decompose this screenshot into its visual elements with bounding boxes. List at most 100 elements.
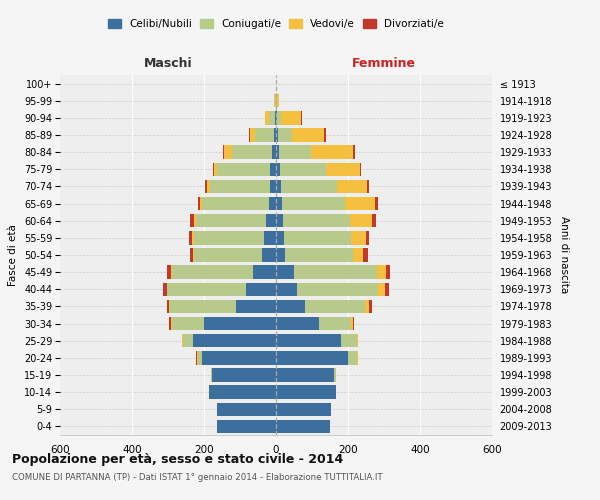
Bar bbox=[365, 231, 369, 244]
Bar bbox=[276, 334, 341, 347]
Bar bbox=[277, 111, 281, 124]
Bar bbox=[276, 162, 280, 176]
Bar bbox=[280, 162, 326, 176]
Bar bbox=[171, 317, 172, 330]
Bar bbox=[378, 282, 385, 296]
Bar bbox=[276, 214, 283, 228]
Bar bbox=[276, 351, 348, 364]
Bar bbox=[276, 368, 334, 382]
Bar bbox=[265, 231, 276, 244]
Bar bbox=[236, 300, 276, 313]
Bar bbox=[193, 248, 194, 262]
Bar bbox=[202, 197, 269, 210]
Bar bbox=[341, 334, 357, 347]
Bar bbox=[193, 231, 194, 244]
Bar bbox=[167, 300, 169, 313]
Bar bbox=[217, 162, 269, 176]
Bar bbox=[276, 300, 305, 313]
Bar bbox=[202, 351, 276, 364]
Bar bbox=[196, 351, 197, 364]
Y-axis label: Fasce di età: Fasce di età bbox=[8, 224, 19, 286]
Bar bbox=[266, 214, 276, 228]
Bar bbox=[365, 300, 369, 313]
Bar bbox=[194, 231, 265, 244]
Bar bbox=[348, 351, 357, 364]
Bar bbox=[377, 266, 386, 279]
Bar bbox=[350, 214, 372, 228]
Bar bbox=[311, 146, 353, 159]
Bar bbox=[205, 180, 207, 193]
Bar bbox=[278, 128, 292, 141]
Bar bbox=[272, 146, 276, 159]
Bar bbox=[247, 282, 276, 296]
Bar bbox=[196, 214, 266, 228]
Bar bbox=[253, 266, 276, 279]
Bar bbox=[386, 266, 390, 279]
Bar bbox=[167, 266, 171, 279]
Bar bbox=[171, 266, 172, 279]
Bar bbox=[214, 162, 217, 176]
Bar bbox=[276, 197, 283, 210]
Bar bbox=[275, 111, 276, 124]
Bar bbox=[353, 317, 355, 330]
Bar bbox=[193, 334, 276, 347]
Bar bbox=[353, 248, 364, 262]
Bar bbox=[353, 146, 355, 159]
Text: COMUNE DI PARTANNA (TP) - Dati ISTAT 1° gennaio 2014 - Elaborazione TUTTITALIA.I: COMUNE DI PARTANNA (TP) - Dati ISTAT 1° … bbox=[12, 472, 383, 482]
Bar bbox=[232, 146, 272, 159]
Bar bbox=[281, 111, 301, 124]
Bar bbox=[189, 231, 193, 244]
Bar bbox=[197, 351, 198, 364]
Bar bbox=[197, 197, 200, 210]
Bar bbox=[305, 300, 365, 313]
Bar bbox=[276, 420, 330, 433]
Bar bbox=[183, 334, 193, 347]
Bar bbox=[182, 334, 183, 347]
Bar bbox=[292, 128, 324, 141]
Bar bbox=[269, 111, 275, 124]
Bar bbox=[167, 282, 247, 296]
Bar bbox=[169, 300, 170, 313]
Bar bbox=[375, 197, 378, 210]
Bar bbox=[269, 180, 276, 193]
Bar bbox=[198, 351, 202, 364]
Bar bbox=[207, 180, 210, 193]
Bar bbox=[210, 180, 269, 193]
Bar bbox=[350, 231, 365, 244]
Bar bbox=[279, 146, 311, 159]
Bar bbox=[364, 248, 368, 262]
Bar bbox=[276, 180, 281, 193]
Bar bbox=[217, 420, 276, 433]
Bar bbox=[190, 214, 194, 228]
Bar bbox=[276, 128, 278, 141]
Bar bbox=[346, 197, 375, 210]
Bar bbox=[357, 334, 358, 347]
Bar bbox=[334, 368, 336, 382]
Bar bbox=[359, 162, 361, 176]
Bar bbox=[262, 248, 276, 262]
Bar bbox=[274, 94, 275, 108]
Bar bbox=[319, 317, 351, 330]
Bar bbox=[223, 146, 224, 159]
Bar bbox=[372, 214, 376, 228]
Text: Popolazione per età, sesso e stato civile - 2014: Popolazione per età, sesso e stato civil… bbox=[12, 452, 343, 466]
Bar bbox=[276, 248, 285, 262]
Bar bbox=[337, 180, 367, 193]
Bar bbox=[200, 197, 202, 210]
Bar bbox=[172, 317, 204, 330]
Bar bbox=[169, 317, 171, 330]
Text: Femmine: Femmine bbox=[352, 57, 416, 70]
Bar bbox=[277, 94, 279, 108]
Bar bbox=[276, 386, 337, 399]
Text: Maschi: Maschi bbox=[143, 57, 193, 70]
Bar bbox=[385, 282, 389, 296]
Bar bbox=[281, 180, 337, 193]
Bar bbox=[294, 266, 377, 279]
Bar bbox=[276, 266, 294, 279]
Bar bbox=[276, 402, 331, 416]
Bar bbox=[163, 282, 167, 296]
Bar bbox=[190, 248, 193, 262]
Bar bbox=[276, 231, 284, 244]
Bar bbox=[217, 402, 276, 416]
Bar bbox=[209, 386, 276, 399]
